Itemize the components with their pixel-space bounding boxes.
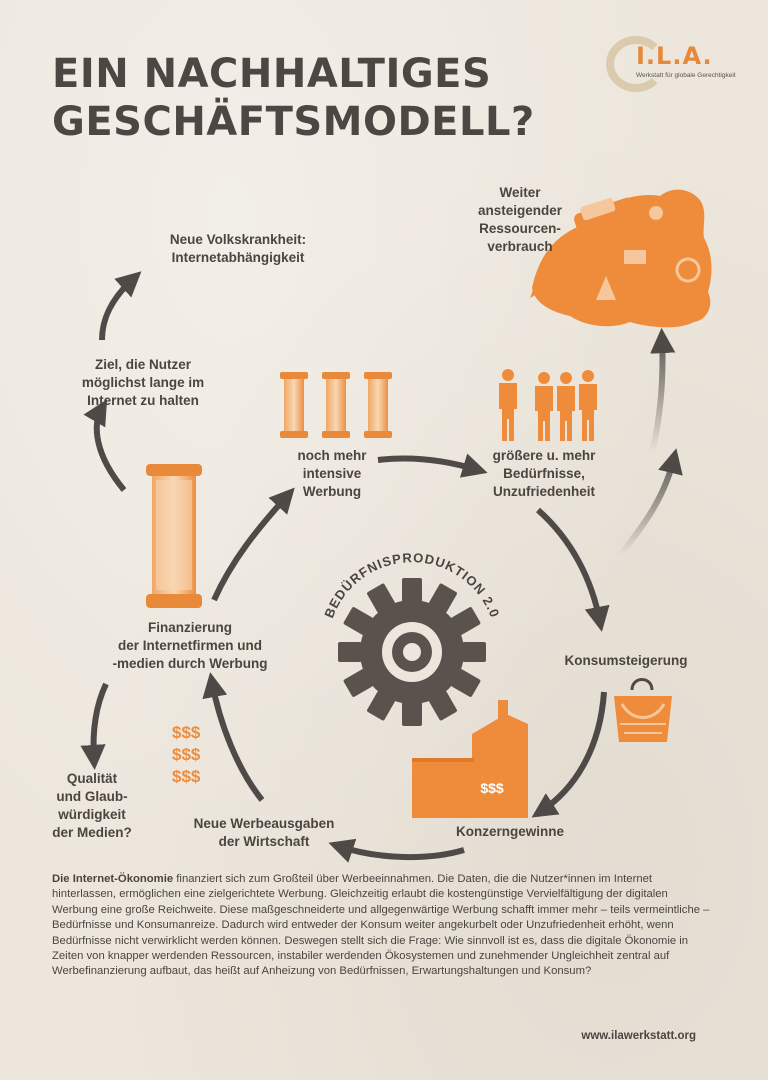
node-konsum: Konsumsteigerung — [556, 652, 696, 670]
node-ressourcen-line-2: ansteigender — [477, 203, 563, 218]
shopping-bag-icon — [614, 678, 672, 742]
title-line-1: EIN NACHHALTIGES — [52, 51, 492, 97]
node-volkskrankheit-line-1: Neue Volkskrankheit: — [169, 232, 307, 247]
people-group-icon — [499, 369, 597, 441]
node-beduerfnisse-line-3: Unzufriedenheit — [492, 484, 595, 499]
body-paragraph: Die Internet-Ökonomie finanziert sich zu… — [52, 872, 712, 980]
node-ziel-line-3: Internet zu halten — [87, 393, 199, 408]
gear-icon — [338, 578, 486, 726]
arrow-beduerfnisse-to-konsum — [536, 507, 610, 632]
node-werbeausgaben-line-2: der Wirtschaft — [218, 834, 310, 849]
node-konzern-line-1: Konzerngewinne — [455, 824, 564, 839]
arrow-finanzierung-to-qualitaet — [80, 682, 109, 771]
node-ziel: Ziel, die Nutzer möglichst lange im Inte… — [58, 356, 228, 410]
node-ressourcen: Weiter ansteigender Ressourcen- verbrauc… — [455, 184, 585, 256]
node-qualitaet-line-3: würdigkeit — [58, 807, 126, 822]
node-finanzierung-line-2: der Internetfirmen und — [117, 638, 262, 653]
body-lead: Die Internet-Ökonomie — [52, 873, 174, 885]
node-volkskrankheit: Neue Volkskrankheit: Internetabhängigkei… — [138, 231, 338, 267]
node-werbeausgaben-line-1: Neue Werbeausgaben — [193, 816, 335, 831]
node-konzern: Konzerngewinne — [440, 823, 580, 841]
arrow-konzern-to-werbeausgaben — [328, 838, 465, 863]
ila-logo: I.L.A. Werkstatt für globale Gerechtigke… — [606, 36, 736, 96]
website-link[interactable]: www.ilawerkstatt.org — [581, 1030, 696, 1042]
advertising-column-icon — [146, 464, 202, 608]
logo-name: I.L.A. — [636, 42, 713, 70]
node-werbeausgaben: Neue Werbeausgaben der Wirtschaft — [174, 815, 354, 851]
node-finanzierung-line-1: Finanzierung — [148, 620, 232, 635]
node-konsum-line-1: Konsumsteigerung — [564, 653, 688, 668]
arrow-finanzierung-to-werbung — [211, 487, 295, 602]
dollar-line-3: $$$ — [172, 767, 201, 786]
node-beduerfnisse-line-2: Bedürfnisse, — [503, 466, 585, 481]
logo-tagline: Werkstatt für globale Gerechtigkeit — [636, 72, 736, 79]
title-line-2: GESCHÄFTSMODELL? — [52, 99, 535, 145]
node-ziel-line-1: Ziel, die Nutzer — [94, 357, 192, 372]
node-qualitaet-line-4: der Medien? — [52, 825, 132, 840]
arrow-werbeausgaben-to-finanzierung — [202, 672, 265, 802]
arrow-ziel-to-volkskrankheit — [99, 271, 142, 341]
node-ressourcen-line-3: Ressourcen- — [479, 221, 561, 236]
factory-icon — [412, 700, 528, 818]
node-ressourcen-line-4: verbrauch — [487, 239, 553, 254]
node-ziel-line-2: möglichst lange im — [81, 375, 205, 390]
node-finanzierung: Finanzierung der Internetfirmen und -med… — [90, 619, 290, 673]
node-qualitaet-line-2: und Glaub- — [56, 789, 128, 804]
node-werbung: noch mehr intensive Werbung — [272, 447, 392, 501]
node-ressourcen-line-1: Weiter — [499, 185, 541, 200]
body-text: finanziert sich zum Großteil über Werbee… — [52, 873, 710, 978]
logo-swirl-icon — [606, 36, 666, 92]
arrow-konsum-to-konzern — [531, 691, 607, 818]
node-finanzierung-line-3: -medien durch Werbung — [112, 656, 268, 671]
resource-pile-icon — [530, 189, 712, 328]
advertising-columns-group-icon — [280, 372, 392, 438]
node-werbung-line-3: Werbung — [302, 484, 362, 499]
node-qualitaet-line-1: Qualität — [66, 771, 118, 786]
page-title: EIN NACHHALTIGES GESCHÄFTSMODELL? — [52, 50, 572, 146]
dollar-line-1: $$$ — [172, 723, 201, 742]
arrow-upward-to-ressourcen — [617, 327, 683, 557]
arrow-werbung-to-beduerfnisse — [377, 453, 488, 478]
arrow-finanzierung-to-ziel — [83, 399, 127, 492]
node-beduerfnisse: größere u. mehr Bedürfnisse, Unzufrieden… — [474, 447, 614, 501]
dollar-stack: $$$ $$$ $$$ — [172, 722, 200, 788]
node-volkskrankheit-line-2: Internetabhängigkeit — [171, 250, 305, 265]
node-werbung-line-1: noch mehr — [297, 448, 367, 463]
node-werbung-line-2: intensive — [302, 466, 362, 481]
factory-dollar-label: $$$ — [480, 780, 504, 796]
dollar-line-2: $$$ — [172, 745, 201, 764]
node-qualitaet: Qualität und Glaub- würdigkeit der Medie… — [38, 770, 146, 842]
node-beduerfnisse-line-1: größere u. mehr — [492, 448, 596, 463]
